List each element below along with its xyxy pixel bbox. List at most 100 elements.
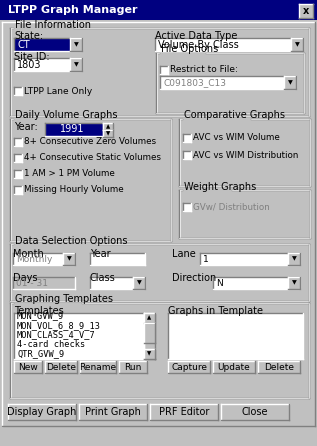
Text: x: x: [303, 6, 309, 16]
Bar: [14, 170, 22, 178]
Bar: [288, 277, 300, 289]
Text: Delete: Delete: [264, 363, 294, 372]
Text: Update: Update: [218, 363, 250, 372]
Text: Delete: Delete: [46, 363, 76, 372]
Bar: [213, 277, 300, 289]
Bar: [200, 253, 300, 265]
Bar: [14, 38, 82, 51]
Text: Comparative Graphs: Comparative Graphs: [184, 111, 285, 120]
Bar: [288, 253, 300, 265]
Text: MON_VOL_6_8_9_13: MON_VOL_6_8_9_13: [17, 321, 101, 330]
Text: 01 - 31: 01 - 31: [16, 278, 48, 288]
Bar: [144, 349, 155, 359]
Bar: [144, 313, 155, 359]
Text: MON_GVW_9: MON_GVW_9: [17, 311, 64, 321]
Text: GVw/ Distribution: GVw/ Distribution: [193, 202, 270, 211]
Bar: [119, 361, 147, 373]
Text: Days: Days: [13, 273, 37, 283]
Bar: [13, 253, 75, 265]
Text: ▼: ▼: [137, 281, 141, 285]
Text: Capture: Capture: [171, 363, 207, 372]
Bar: [80, 361, 116, 373]
Bar: [291, 38, 303, 51]
Text: N: N: [216, 278, 223, 288]
Text: QTR_GVW_9: QTR_GVW_9: [17, 350, 64, 359]
Text: PRF Editor: PRF Editor: [159, 407, 209, 417]
Text: Graphs in Template: Graphs in Template: [168, 306, 263, 316]
Text: Monthly: Monthly: [16, 255, 52, 264]
Text: Templates: Templates: [14, 306, 64, 316]
Bar: [160, 76, 296, 89]
Text: Active Data Type: Active Data Type: [155, 31, 237, 41]
Text: Month: Month: [13, 249, 44, 259]
Bar: [0, 0, 317, 20]
Text: 1991: 1991: [60, 124, 84, 135]
Text: Year:: Year:: [14, 122, 38, 132]
Text: Class: Class: [90, 273, 116, 283]
Bar: [183, 203, 191, 211]
Text: Rename: Rename: [80, 363, 117, 372]
Text: ▼: ▼: [294, 42, 299, 47]
Text: Run: Run: [124, 363, 142, 372]
Text: Data Selection Options: Data Selection Options: [15, 235, 127, 245]
Bar: [79, 404, 147, 420]
Bar: [133, 277, 145, 289]
Text: Missing Hourly Volume: Missing Hourly Volume: [24, 186, 124, 194]
Text: ▼: ▼: [147, 351, 152, 356]
Text: LTPP Graph Manager: LTPP Graph Manager: [8, 5, 138, 15]
Bar: [14, 154, 22, 162]
Text: Daily Volume Graphs: Daily Volume Graphs: [15, 111, 118, 120]
Bar: [103, 130, 113, 137]
Text: ▲: ▲: [106, 124, 110, 129]
Text: LTPP Lane Only: LTPP Lane Only: [24, 87, 92, 95]
Bar: [183, 134, 191, 142]
Text: 8+ Consecutive Zero Volumes: 8+ Consecutive Zero Volumes: [24, 137, 156, 146]
Bar: [70, 38, 82, 51]
Text: Site ID:: Site ID:: [14, 52, 50, 62]
Text: Graphing Templates: Graphing Templates: [15, 294, 113, 305]
Bar: [8, 404, 76, 420]
Text: File Options: File Options: [161, 45, 218, 54]
Text: State:: State:: [14, 31, 43, 41]
Text: ▼: ▼: [74, 42, 78, 47]
Bar: [14, 313, 144, 359]
Bar: [258, 361, 300, 373]
Text: CT: CT: [17, 40, 29, 50]
Bar: [90, 277, 145, 289]
Bar: [14, 87, 22, 95]
Bar: [103, 123, 113, 130]
Bar: [168, 313, 303, 359]
Bar: [299, 4, 313, 18]
Bar: [155, 38, 303, 51]
Text: Direction: Direction: [172, 273, 216, 283]
Bar: [284, 76, 296, 89]
Text: Close: Close: [242, 407, 268, 417]
Bar: [63, 253, 75, 265]
Text: 1 AM > 1 PM Volume: 1 AM > 1 PM Volume: [24, 169, 115, 178]
Bar: [144, 313, 155, 323]
Bar: [70, 58, 82, 71]
Text: 1803: 1803: [17, 59, 42, 70]
Bar: [183, 151, 191, 159]
Text: Print Graph: Print Graph: [85, 407, 141, 417]
Text: ▼: ▼: [292, 281, 296, 285]
Bar: [168, 361, 210, 373]
Text: AVC vs WIM Distribution: AVC vs WIM Distribution: [193, 150, 298, 160]
Text: ▼: ▼: [67, 256, 71, 261]
Text: Display Graph: Display Graph: [7, 407, 77, 417]
Bar: [45, 123, 103, 136]
Text: Restrict to File:: Restrict to File:: [170, 66, 238, 74]
Bar: [14, 138, 22, 146]
Bar: [14, 361, 42, 373]
Bar: [14, 58, 82, 71]
Text: C091803_C13: C091803_C13: [163, 78, 226, 87]
Text: Year: Year: [90, 249, 111, 259]
Text: ▼: ▼: [288, 80, 292, 85]
Bar: [90, 253, 145, 265]
Text: Lane: Lane: [172, 249, 196, 259]
Bar: [221, 404, 289, 420]
Bar: [150, 404, 218, 420]
Text: ▼: ▼: [74, 62, 78, 67]
Bar: [13, 277, 75, 289]
Text: New: New: [18, 363, 38, 372]
